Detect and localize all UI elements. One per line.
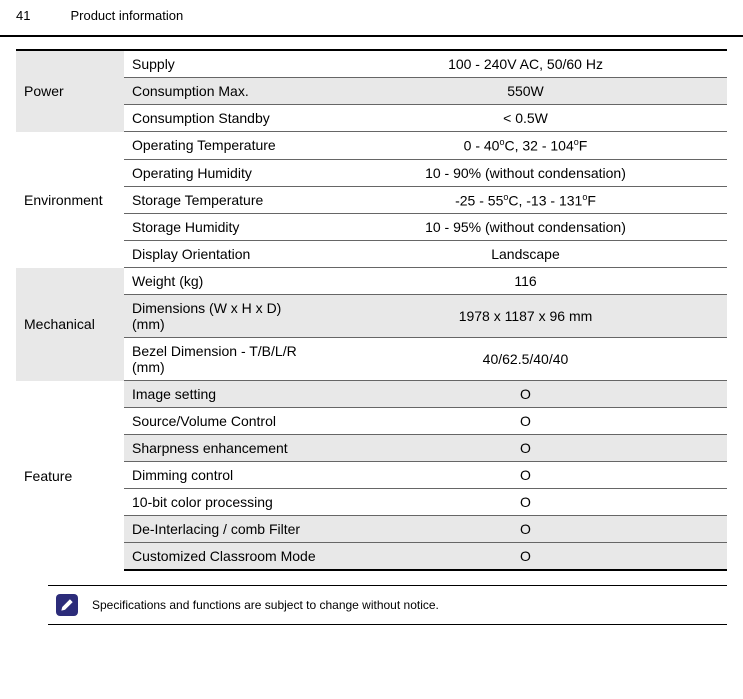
spec-value: O: [324, 435, 727, 462]
spec-label: Storage Humidity: [124, 214, 324, 241]
spec-value: O: [324, 381, 727, 408]
spec-label: Storage Temperature: [124, 186, 324, 214]
spec-value: O: [324, 462, 727, 489]
spec-label: Consumption Standby: [124, 105, 324, 132]
spec-value: O: [324, 516, 727, 543]
spec-value: 550W: [324, 78, 727, 105]
spec-value: 40/62.5/40/40: [324, 338, 727, 381]
spec-label: Operating Temperature: [124, 132, 324, 160]
spec-label: Dimensions (W x H x D) (mm): [124, 295, 324, 338]
spec-label: Customized Classroom Mode: [124, 543, 324, 571]
category-cell: Power: [16, 50, 124, 132]
spec-label: Dimming control: [124, 462, 324, 489]
specification-table: PowerSupply100 - 240V AC, 50/60 HzConsum…: [16, 49, 727, 571]
notice-row: Specifications and functions are subject…: [48, 585, 727, 625]
spec-value: O: [324, 489, 727, 516]
spec-value: O: [324, 408, 727, 435]
spec-value: 0 - 40oC, 32 - 104oF: [324, 132, 727, 160]
pencil-icon: [56, 594, 78, 616]
spec-label: Operating Humidity: [124, 159, 324, 186]
spec-value: Landscape: [324, 241, 727, 268]
category-cell: Feature: [16, 381, 124, 571]
spec-value: 100 - 240V AC, 50/60 Hz: [324, 50, 727, 78]
spec-label: Consumption Max.: [124, 78, 324, 105]
spec-value: < 0.5W: [324, 105, 727, 132]
spec-label: Display Orientation: [124, 241, 324, 268]
category-cell: Mechanical: [16, 268, 124, 381]
spec-label: Sharpness enhancement: [124, 435, 324, 462]
spec-value: 1978 x 1187 x 96 mm: [324, 295, 727, 338]
notice-text: Specifications and functions are subject…: [92, 598, 439, 612]
spec-value: 10 - 90% (without condensation): [324, 159, 727, 186]
spec-value: 10 - 95% (without condensation): [324, 214, 727, 241]
spec-label: Image setting: [124, 381, 324, 408]
spec-label: Bezel Dimension - T/B/L/R (mm): [124, 338, 324, 381]
spec-value: O: [324, 543, 727, 571]
spec-value: -25 - 55oC, -13 - 131oF: [324, 186, 727, 214]
spec-value: 116: [324, 268, 727, 295]
spec-label: Weight (kg): [124, 268, 324, 295]
page-number: 41: [16, 8, 30, 23]
page-title: Product information: [70, 8, 183, 23]
spec-label: 10-bit color processing: [124, 489, 324, 516]
spec-label: Supply: [124, 50, 324, 78]
page-header: 41 Product information: [0, 0, 743, 37]
spec-label: De-Interlacing / comb Filter: [124, 516, 324, 543]
spec-label: Source/Volume Control: [124, 408, 324, 435]
category-cell: Environment: [16, 132, 124, 268]
